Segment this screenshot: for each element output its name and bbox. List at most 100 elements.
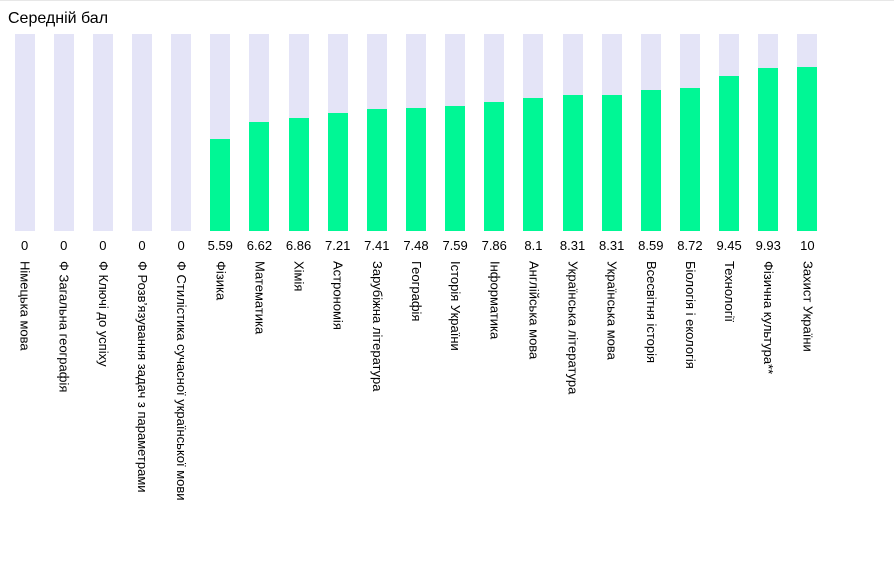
bar-track[interactable] <box>366 34 387 231</box>
bar-track[interactable] <box>523 34 544 231</box>
bar-column: 5.59 Фізика <box>201 34 240 300</box>
bar-value-label: 8.31 <box>599 238 625 253</box>
bar-category-label: Технології <box>722 261 738 322</box>
bar-column: 8.31 Українська література <box>553 34 592 394</box>
bar-value-label: 6.62 <box>246 238 273 253</box>
bar-track[interactable] <box>562 34 583 231</box>
bar-value-label: 7.59 <box>442 238 468 253</box>
bar-column: 7.21 Астрономія <box>318 34 357 330</box>
bar-column: 8.59 Всесвітня історія <box>631 34 670 363</box>
bar-track[interactable] <box>445 34 466 231</box>
bar-value-label: 10 <box>800 238 815 253</box>
bar-fill[interactable] <box>679 87 700 231</box>
bar-fill[interactable] <box>797 66 818 231</box>
bar-category-label: Захист України <box>800 261 816 352</box>
bar-fill[interactable] <box>601 94 622 231</box>
bar-category-label: Хімія <box>291 261 307 292</box>
bar-fill[interactable] <box>719 75 740 231</box>
bar-category-label: Німецька мова <box>17 261 33 351</box>
bar-column: 6.86 Хімія <box>279 34 318 291</box>
bar-category-label: Англійська мова <box>526 261 542 360</box>
bar-track[interactable] <box>679 34 700 231</box>
bar-value-label: 8.72 <box>677 238 703 253</box>
bar-category-label: Українська мова <box>604 261 620 360</box>
bar-category-label: Біологія і екологія <box>682 261 698 369</box>
bar-fill[interactable] <box>484 101 505 231</box>
bar-category-label: Географія <box>408 261 424 322</box>
bar-fill[interactable] <box>405 108 426 231</box>
bar-track[interactable] <box>210 34 231 231</box>
bar-fill[interactable] <box>327 112 348 231</box>
bar-column: 0 Ф Ключі до успіху <box>83 34 122 367</box>
bar-track[interactable] <box>640 34 661 231</box>
bar-value-label: 9.93 <box>755 238 781 253</box>
bar-track[interactable] <box>92 34 113 231</box>
bar-category-label: Історія України <box>448 261 464 351</box>
bar-value-label: 0 <box>20 238 29 253</box>
bar-category-label: Всесвітня історія <box>643 261 659 364</box>
bar-column: 10 Захист України <box>788 34 827 352</box>
bar-column: 6.62 Математика <box>240 34 279 334</box>
bar-track[interactable] <box>601 34 622 231</box>
bar-value-label: 8.1 <box>524 238 543 253</box>
bar-column: 7.48 Географія <box>396 34 435 321</box>
bar-category-label: Ф Загальна географія <box>56 261 72 393</box>
bar-track[interactable] <box>327 34 348 231</box>
bar-value-label: 8.31 <box>559 238 586 253</box>
bar-column: 8.72 Біологія і екологія <box>670 34 709 369</box>
bar-value-label: 7.48 <box>403 238 429 253</box>
bar-value-label: 7.21 <box>325 238 351 253</box>
bar-fill[interactable] <box>523 98 544 231</box>
bar-category-label: Ф Стилістика сучасної української мови <box>174 261 190 501</box>
bar-category-label: Зарубіжна література <box>369 261 385 392</box>
bar-category-label: Українська література <box>565 261 581 395</box>
bar-track[interactable] <box>53 34 74 231</box>
bar-value-label: 0 <box>138 238 146 253</box>
bar-value-label: 0 <box>99 238 107 253</box>
bar-track[interactable] <box>171 34 192 231</box>
bar-track[interactable] <box>484 34 505 231</box>
bar-fill[interactable] <box>562 94 583 231</box>
bar-track[interactable] <box>405 34 426 231</box>
bar-column: 8.1 Англійська мова <box>514 34 553 359</box>
bar-chart: 0 Німецька мова 0 Ф Загальна географія 0… <box>5 34 827 501</box>
bar-column: 9.45 Технології <box>710 34 749 322</box>
bar-value-label: 5.59 <box>207 238 233 253</box>
bar-track[interactable] <box>131 34 152 231</box>
bar-value-label: 9.45 <box>716 238 742 253</box>
bar-column: 0 Ф Розв’язування задач з параметрами <box>122 34 161 493</box>
bar-category-label: Фізика <box>213 261 229 301</box>
bar-column: 7.59 Історія України <box>436 34 475 351</box>
bar-column: 7.41 Зарубіжна література <box>357 34 396 391</box>
bar-column: 0 Ф Стилістика сучасної української мови <box>162 34 201 501</box>
bar-column: 9.93 Фізична культура** <box>749 34 788 374</box>
bar-column: 0 Німецька мова <box>5 34 44 351</box>
bar-category-label: Астрономія <box>330 261 346 330</box>
bar-fill[interactable] <box>210 139 231 231</box>
bar-track[interactable] <box>249 34 270 231</box>
bar-track[interactable] <box>758 34 779 231</box>
bar-track[interactable] <box>719 34 740 231</box>
bar-fill[interactable] <box>640 89 661 231</box>
bar-category-label: Ф Ключі до успіху <box>95 261 111 367</box>
bar-fill[interactable] <box>445 106 466 231</box>
bar-track[interactable] <box>288 34 309 231</box>
bar-category-label: Інформатика <box>487 261 503 340</box>
bar-track[interactable] <box>14 34 35 231</box>
bar-value-label: 6.86 <box>285 238 312 253</box>
bar-column: 7.86 Інформатика <box>475 34 514 339</box>
bar-fill[interactable] <box>366 109 387 231</box>
bar-fill[interactable] <box>249 122 270 231</box>
bar-fill[interactable] <box>288 118 309 231</box>
bar-value-label: 0 <box>177 238 185 253</box>
bar-value-label: 7.41 <box>364 238 390 253</box>
bar-track[interactable] <box>797 34 818 231</box>
chart-title: Середній бал <box>8 10 109 27</box>
bar-value-label: 0 <box>60 238 68 253</box>
bar-value-label: 7.86 <box>481 238 507 253</box>
bar-category-label: Ф Розв’язування задач з параметрами <box>134 261 150 493</box>
bar-fill[interactable] <box>758 67 779 231</box>
bar-value-label: 8.59 <box>638 238 664 253</box>
bar-column: 0 Ф Загальна географія <box>44 34 83 392</box>
